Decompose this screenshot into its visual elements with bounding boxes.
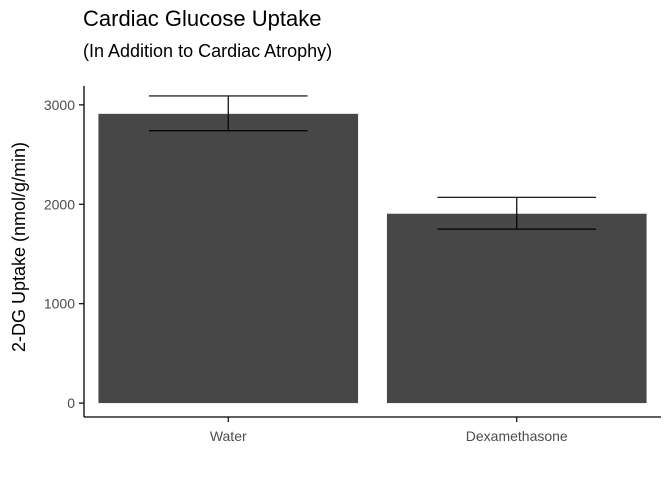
error-bars-layer [148,95,597,230]
x-tick-label: Dexamethasone [466,428,568,444]
y-tick-label: 0 [67,395,75,411]
bar-water [98,113,359,404]
x-axis-ticks: Water Dexamethasone [210,417,568,444]
bars-layer [98,113,647,404]
y-tick-label: 1000 [44,296,75,312]
chart-title: Cardiac Glucose Uptake [83,6,322,31]
x-tick-label: Water [210,428,247,444]
y-tick-label: 3000 [44,97,75,113]
bar-dexamethasone [386,213,647,404]
y-axis-title: 2-DG Uptake (nmol/g/min) [9,142,29,352]
chart-subtitle: (In Addition to Cardiac Atrophy) [83,41,333,61]
y-axis-ticks: 0 1000 2000 3000 [44,97,84,411]
y-tick-label: 2000 [44,196,75,212]
